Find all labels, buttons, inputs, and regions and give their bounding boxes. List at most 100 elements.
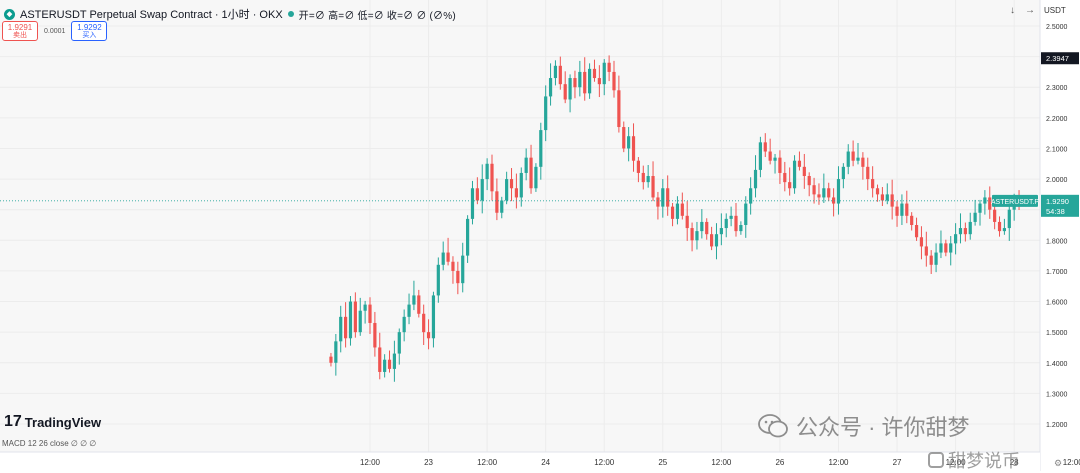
candle-body[interactable] xyxy=(710,234,714,247)
candle-body[interactable] xyxy=(675,203,680,219)
candle-body[interactable] xyxy=(592,68,597,79)
candle-body[interactable] xyxy=(431,295,436,339)
candle-body[interactable] xyxy=(949,243,953,253)
candle-body[interactable] xyxy=(339,316,343,342)
candle-body[interactable] xyxy=(490,163,494,192)
candle-body[interactable] xyxy=(456,270,460,284)
candle-body[interactable] xyxy=(871,179,875,189)
candle-body[interactable] xyxy=(607,62,611,72)
candle-body[interactable] xyxy=(544,96,548,131)
candle-body[interactable] xyxy=(573,78,577,88)
candle-body[interactable] xyxy=(646,176,650,183)
candle-body[interactable] xyxy=(334,341,338,363)
arrow-down-icon[interactable]: ↓ xyxy=(1010,5,1015,16)
candle-body[interactable] xyxy=(841,166,845,180)
candle-body[interactable] xyxy=(466,218,470,256)
candle-body[interactable] xyxy=(753,169,758,189)
candle-body[interactable] xyxy=(666,188,670,207)
candle-body[interactable] xyxy=(597,78,601,85)
candle-body[interactable] xyxy=(993,209,997,222)
candle-body[interactable] xyxy=(768,151,772,161)
candle-body[interactable] xyxy=(714,234,719,247)
candle-body[interactable] xyxy=(680,203,684,216)
candle-body[interactable] xyxy=(749,188,753,204)
candle-body[interactable] xyxy=(724,218,728,229)
candle-body[interactable] xyxy=(705,221,709,235)
candle-body[interactable] xyxy=(924,246,928,256)
candle-body[interactable] xyxy=(939,243,943,253)
currency-label[interactable]: USDT xyxy=(1044,6,1066,15)
candle-body[interactable] xyxy=(817,194,821,198)
candle-body[interactable] xyxy=(978,203,982,213)
candle-body[interactable] xyxy=(851,151,855,161)
candle-body[interactable] xyxy=(383,359,387,372)
candle-body[interactable] xyxy=(958,228,963,235)
candle-body[interactable] xyxy=(441,252,445,265)
candle-body[interactable] xyxy=(417,295,421,314)
candle-body[interactable] xyxy=(910,215,914,225)
candle-body[interactable] xyxy=(929,255,933,265)
candle-body[interactable] xyxy=(514,188,518,198)
candle-body[interactable] xyxy=(500,200,504,213)
candle-body[interactable] xyxy=(495,191,499,213)
candle-body[interactable] xyxy=(836,179,841,204)
candle-body[interactable] xyxy=(588,68,592,94)
candle-body[interactable] xyxy=(890,194,894,207)
candle-body[interactable] xyxy=(856,157,860,161)
candle-body[interactable] xyxy=(578,71,582,88)
candle-body[interactable] xyxy=(763,142,767,152)
candle-body[interactable] xyxy=(617,90,621,128)
time-axis[interactable] xyxy=(0,452,1040,471)
candle-body[interactable] xyxy=(685,215,689,229)
candle-body[interactable] xyxy=(734,215,738,232)
candle-body[interactable] xyxy=(832,197,836,204)
candle-body[interactable] xyxy=(861,157,865,167)
legend-title[interactable]: ASTERUSDT Perpetual Swap Contract · 1小时 … xyxy=(20,9,283,21)
candle-body[interactable] xyxy=(558,65,562,85)
candle-body[interactable] xyxy=(358,310,362,333)
candle-body[interactable] xyxy=(397,332,401,354)
candle-body[interactable] xyxy=(656,197,660,207)
candle-body[interactable] xyxy=(519,172,523,198)
candle-body[interactable] xyxy=(778,157,782,173)
candle-body[interactable] xyxy=(807,176,811,186)
candle-body[interactable] xyxy=(426,332,431,339)
candle-body[interactable] xyxy=(412,295,416,305)
price-axis[interactable] xyxy=(1040,0,1080,471)
candle-body[interactable] xyxy=(651,176,655,198)
candle-body[interactable] xyxy=(700,221,704,232)
candle-body[interactable] xyxy=(944,243,948,253)
candle-body[interactable] xyxy=(954,234,958,244)
candle-body[interactable] xyxy=(363,304,367,311)
candle-body[interactable] xyxy=(368,304,372,323)
candle-body[interactable] xyxy=(812,185,816,195)
candle-body[interactable] xyxy=(783,172,787,183)
candle-body[interactable] xyxy=(505,179,509,201)
candle-body[interactable] xyxy=(739,225,743,232)
candle-body[interactable] xyxy=(392,353,396,369)
candle-body[interactable] xyxy=(822,188,826,198)
tradingview-logo[interactable]: 17 TradingView xyxy=(4,413,101,431)
candle-body[interactable] xyxy=(1007,209,1011,229)
candle-body[interactable] xyxy=(636,160,640,173)
candle-body[interactable] xyxy=(631,136,636,161)
candle-body[interactable] xyxy=(485,163,489,180)
candle-body[interactable] xyxy=(602,62,606,85)
candle-body[interactable] xyxy=(968,221,972,235)
candle-body[interactable] xyxy=(729,215,733,219)
candle-body[interactable] xyxy=(387,359,392,369)
candle-body[interactable] xyxy=(548,78,553,97)
candle-body[interactable] xyxy=(480,179,484,201)
candle-body[interactable] xyxy=(461,255,465,284)
candle-body[interactable] xyxy=(539,130,543,167)
candle-body[interactable] xyxy=(451,261,455,271)
gear-icon[interactable]: ⚙ xyxy=(1054,458,1063,468)
candle-body[interactable] xyxy=(963,228,967,235)
candle-body[interactable] xyxy=(344,316,348,339)
candle-body[interactable] xyxy=(905,203,909,216)
candle-body[interactable] xyxy=(1002,228,1006,232)
candle-body[interactable] xyxy=(661,188,665,207)
candle-body[interactable] xyxy=(895,206,899,216)
candle-body[interactable] xyxy=(880,194,884,201)
